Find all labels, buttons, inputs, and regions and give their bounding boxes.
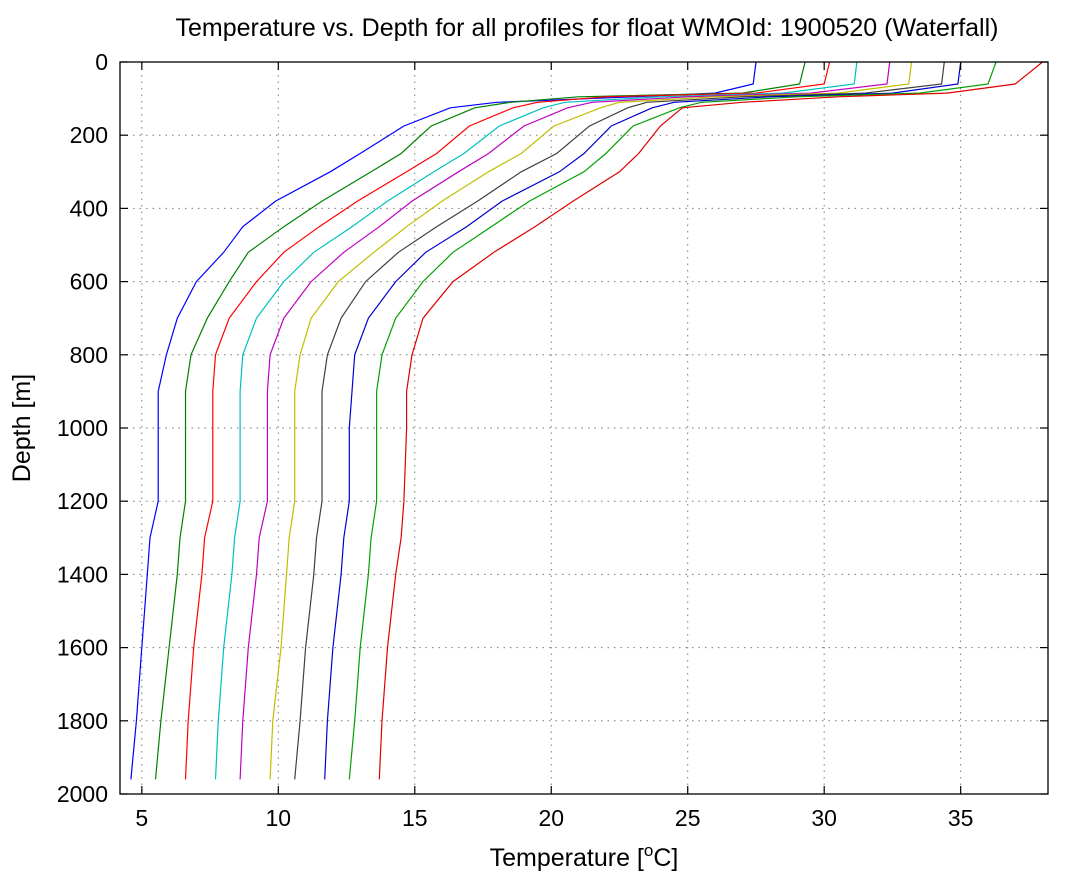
series-line-3	[184, 61, 831, 780]
plot-area	[120, 62, 1048, 794]
y-axis: 0 200 400 600 800 1000 1200 1400 1600 1800 2000	[57, 49, 1048, 807]
y-tick-label: 200	[70, 122, 108, 148]
y-tick-label: 1400	[57, 561, 108, 587]
x-axis-label: Temperature [oC]	[490, 841, 679, 872]
y-axis-label: Depth [m]	[8, 374, 36, 482]
x-tick-label: 5	[135, 805, 148, 831]
x-tick-label: 20	[538, 805, 564, 831]
y-tick-label: 1800	[57, 708, 108, 734]
series-line-2	[154, 61, 806, 780]
x-axis-label-suffix: C]	[653, 844, 678, 872]
x-tick-label: 10	[266, 805, 292, 831]
y-tick-label: 800	[70, 342, 108, 368]
y-tick-label: 400	[70, 195, 108, 221]
series-line-8	[324, 61, 962, 780]
series-line-1	[130, 61, 757, 780]
x-tick-label: 35	[948, 805, 974, 831]
series-line-6	[269, 61, 913, 780]
y-tick-label: 1600	[57, 635, 108, 661]
y-tick-label: 1200	[57, 488, 108, 514]
series-group	[130, 61, 1043, 780]
x-axis: 5 10 15 20 25 30 35	[135, 62, 973, 831]
series-line-5	[239, 61, 891, 780]
x-tick-label: 15	[402, 805, 428, 831]
y-tick-label: 2000	[57, 781, 108, 807]
y-tick-label: 0	[95, 49, 108, 75]
chart-title: Temperature vs. Depth for all profiles f…	[175, 14, 998, 42]
series-line-7	[294, 61, 945, 780]
y-tick-label: 600	[70, 269, 108, 295]
series-line-10	[378, 61, 1043, 780]
series-line-9	[348, 61, 997, 780]
x-axis-label-sup: o	[644, 841, 653, 860]
series-line-4	[214, 61, 858, 780]
x-axis-label-prefix: Temperature [	[490, 844, 644, 872]
x-tick-label: 25	[675, 805, 701, 831]
y-tick-label: 1000	[57, 415, 108, 441]
x-tick-label: 30	[811, 805, 837, 831]
